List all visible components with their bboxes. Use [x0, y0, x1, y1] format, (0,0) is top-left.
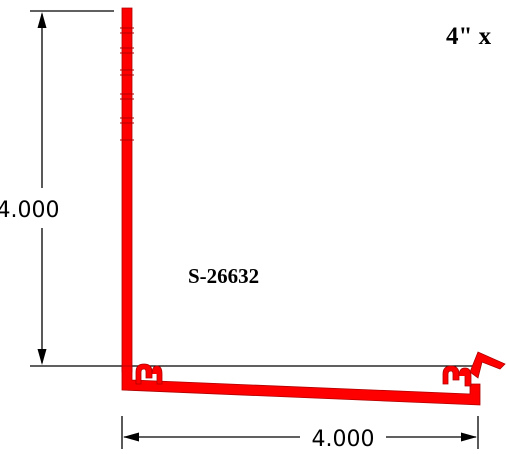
left-screw-boss: [135, 363, 153, 385]
right-screw-boss: [442, 365, 460, 385]
profile-lip: [469, 351, 506, 379]
arrowhead-right-icon: [461, 432, 477, 442]
profile-bottom-leg: [121, 365, 481, 406]
serrations: [120, 27, 134, 141]
extrusion-profile: [120, 7, 506, 406]
vertical-dimension-label: 4.000: [0, 198, 59, 223]
horizontal-dimension-line: [123, 432, 477, 442]
part-number: S-26632: [188, 264, 259, 288]
horizontal-dimension-label: 4.000: [312, 427, 375, 452]
arrowhead-left-icon: [123, 432, 139, 442]
arrowhead-up-icon: [37, 12, 47, 28]
vertical-dimension-line: [37, 12, 47, 365]
drawing-title: 4" x: [446, 23, 492, 50]
arrowhead-down-icon: [37, 349, 47, 365]
profile-vertical-leg: [121, 7, 133, 373]
